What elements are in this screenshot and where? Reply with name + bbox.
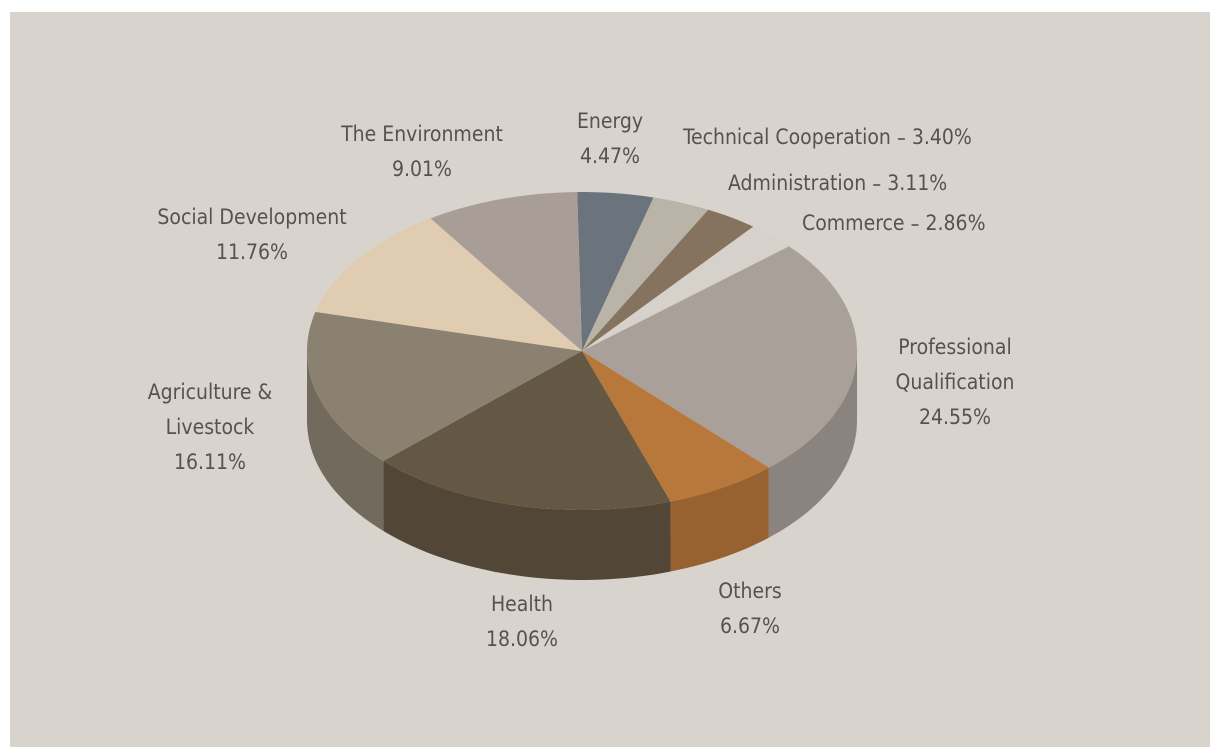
slice-label: Technical Cooperation xyxy=(682,125,891,149)
slice-side xyxy=(670,467,769,572)
value-label: 3.40% xyxy=(912,125,972,149)
value-label: 16.11% xyxy=(174,450,246,474)
slice-label: Others xyxy=(718,579,781,603)
value-label: 6.67% xyxy=(720,614,780,638)
value-label: 9.01% xyxy=(392,157,452,181)
slice-label: Administration xyxy=(728,171,866,195)
slice xyxy=(430,192,582,351)
value-label: 4.47% xyxy=(580,144,640,168)
value-label: 3.11% xyxy=(887,171,947,195)
slice-label: Health xyxy=(491,592,553,616)
value-label: 18.06% xyxy=(486,627,558,651)
slice xyxy=(307,311,582,461)
slice xyxy=(383,351,671,510)
slice-label: Professional Qualification xyxy=(896,335,1015,394)
slice xyxy=(582,197,709,351)
slice-label: Agriculture & Livestock xyxy=(148,380,273,439)
slice-label: Energy xyxy=(577,109,643,133)
slice-side xyxy=(768,351,857,538)
value-label: 11.76% xyxy=(216,240,288,264)
value-label: 2.86% xyxy=(926,211,986,235)
value-label: 24.55% xyxy=(919,405,991,429)
slice xyxy=(315,218,582,351)
slice-label: Social Development xyxy=(157,205,346,229)
slice xyxy=(577,192,654,351)
slice-side xyxy=(383,461,671,580)
slice-side xyxy=(307,351,384,531)
slice-label: Commerce xyxy=(802,211,905,235)
slice xyxy=(582,209,754,351)
slice xyxy=(582,226,789,351)
slice xyxy=(582,351,769,502)
slice xyxy=(582,246,857,468)
slice-label: The Environment xyxy=(340,122,503,146)
